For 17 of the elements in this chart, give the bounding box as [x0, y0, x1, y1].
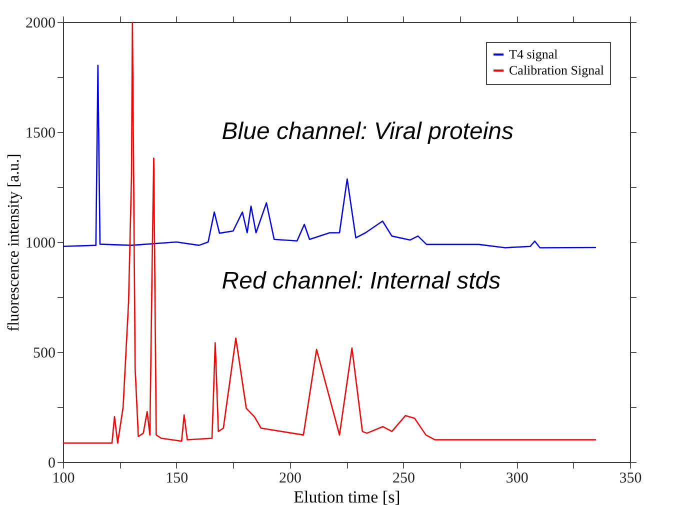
x-tick-label: 150 — [166, 470, 188, 486]
y-tick-label: 0 — [48, 456, 56, 472]
x-tick-label: 350 — [619, 470, 642, 486]
x-tick-label: 100 — [52, 470, 75, 486]
annotation: Red channel: Internal stds — [222, 268, 501, 295]
legend-label: Calibration Signal — [509, 62, 604, 78]
y-tick-label: 2000 — [26, 16, 56, 32]
y-tick-label: 1000 — [26, 236, 56, 252]
x-tick-label: 200 — [279, 470, 302, 486]
annotation: Blue channel: Viral proteins — [222, 118, 514, 145]
y-tick-label: 1500 — [26, 126, 56, 142]
x-axis-title: Elution time [s] — [294, 488, 400, 505]
x-tick-label: 300 — [506, 470, 528, 486]
y-axis-title: fluorescence intensity [a.u.] — [6, 154, 22, 332]
x-tick-label: 250 — [392, 470, 415, 486]
legend-label: T4 signal — [509, 46, 558, 62]
y-tick-label: 500 — [33, 346, 56, 362]
